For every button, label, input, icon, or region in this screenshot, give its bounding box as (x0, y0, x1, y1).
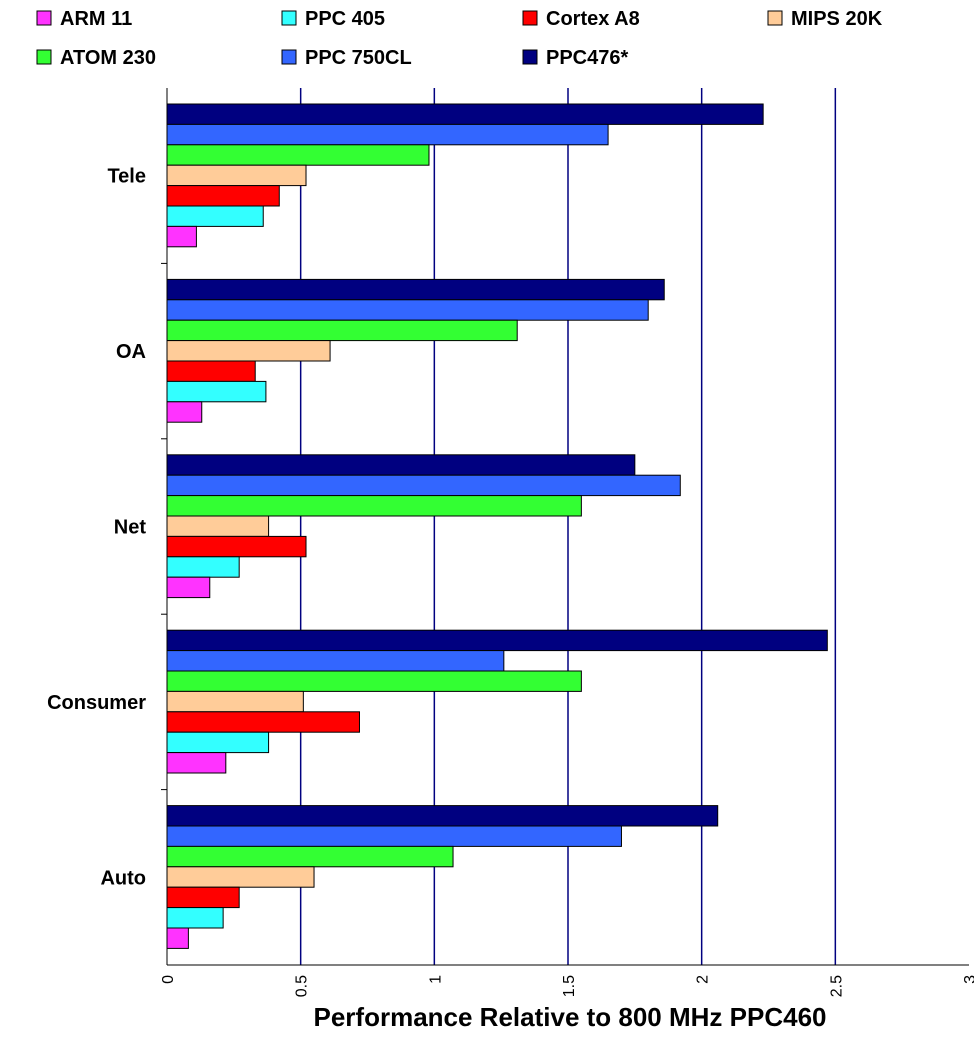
x-axis-title: Performance Relative to 800 MHz PPC460 (314, 1002, 827, 1032)
bar (166, 185, 280, 207)
legend-label: MIPS 20K (791, 8, 883, 30)
bar (166, 278, 665, 301)
bar (166, 866, 315, 888)
bar (166, 360, 256, 382)
legend-swatch (767, 10, 783, 26)
x-tick-label: 1.5 (561, 975, 578, 997)
bar (166, 650, 505, 672)
bar (166, 474, 681, 497)
category-labels: Tele OA Net Consumer Auto (47, 166, 146, 890)
bar (166, 319, 518, 342)
legend-label: PPC476* (546, 47, 628, 69)
x-tick-label: 1 (427, 975, 444, 984)
bar (166, 103, 764, 125)
legend-label: ATOM 230 (60, 47, 156, 69)
bar (166, 556, 240, 578)
bar (166, 454, 636, 476)
bar (166, 629, 828, 652)
x-tick-label: 3 (962, 975, 974, 984)
bar (166, 401, 203, 423)
legend-swatch (522, 10, 538, 26)
x-tick-label: 0.5 (294, 975, 311, 997)
bar (166, 299, 649, 321)
legend-swatch (281, 49, 297, 65)
bar (166, 731, 270, 754)
x-tick-label: 0 (160, 975, 177, 984)
bar (166, 225, 197, 248)
x-tick-label: 2.5 (828, 975, 845, 997)
bar (166, 144, 430, 166)
legend-swatch (36, 49, 52, 65)
bar (166, 515, 270, 537)
bar (166, 690, 304, 713)
bar (166, 535, 307, 558)
bar (166, 886, 240, 909)
x-tick-labels: 0 0.5 1 1.5 2 2.5 3 (160, 975, 974, 997)
legend-swatch (36, 10, 52, 26)
legend: ARM 11 PPC 405 Cortex A8 MIPS 20K ATOM 230 PP… (36, 8, 883, 69)
bar (166, 495, 582, 517)
category-label: Tele (107, 166, 146, 188)
axes (161, 88, 969, 966)
bar (166, 825, 622, 847)
category-label: Net (114, 517, 147, 539)
legend-swatch (522, 49, 538, 65)
bar (166, 205, 264, 227)
bars (166, 103, 828, 949)
bar (166, 845, 454, 868)
bar (166, 927, 189, 949)
bar (166, 670, 582, 692)
bar (166, 752, 227, 774)
category-label: Consumer (47, 692, 146, 714)
legend-label: ARM 11 (60, 8, 132, 30)
legend-label: Cortex A8 (546, 8, 640, 30)
bar (166, 907, 224, 929)
category-label: Auto (100, 867, 146, 889)
legend-swatch (281, 10, 297, 26)
category-label: OA (116, 341, 146, 363)
bar (166, 380, 267, 403)
bar (166, 576, 211, 599)
bar (166, 164, 307, 187)
x-tick-label: 2 (695, 975, 712, 984)
bar (166, 805, 719, 827)
bar (166, 123, 609, 146)
bar (166, 711, 360, 733)
bar (166, 340, 331, 362)
legend-label: PPC 405 (305, 8, 385, 30)
legend-label: PPC 750CL (305, 47, 412, 69)
